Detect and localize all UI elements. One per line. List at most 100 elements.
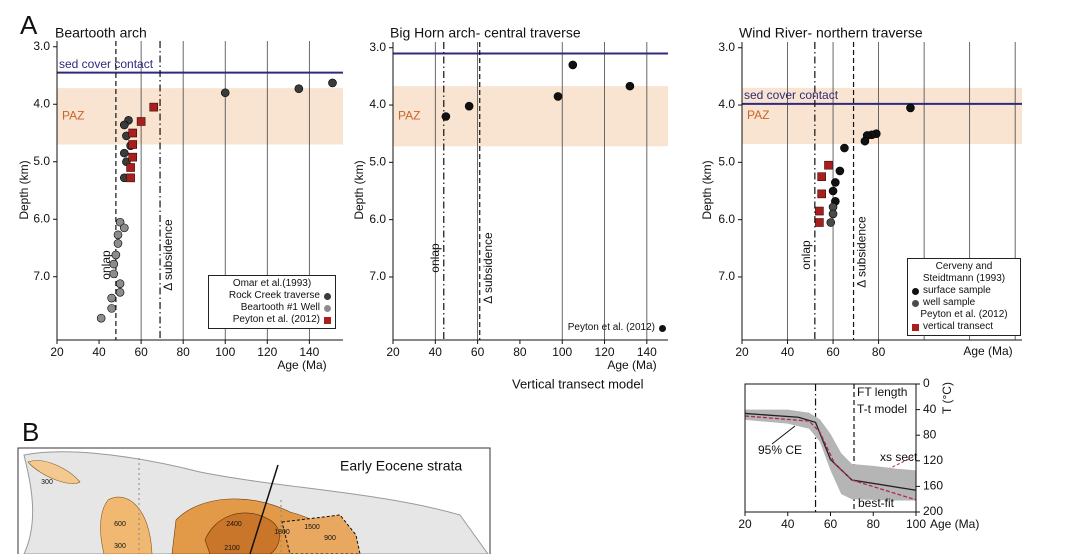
- y-tick-label: 200: [923, 504, 943, 518]
- y-tick-label: 4.0: [369, 97, 386, 111]
- legend-item: Rock Creek traverse: [213, 290, 331, 302]
- x-tick-label: 40: [92, 345, 106, 359]
- legend-marker: [912, 323, 919, 331]
- legend-label: Rock Creek traverse: [228, 290, 320, 301]
- contour-label: 900: [324, 535, 336, 542]
- y-tick-label: 3.0: [369, 40, 386, 54]
- xs-sect-pointer: [869, 455, 916, 479]
- x-tick-label: 60: [826, 345, 840, 359]
- y-tick-label: 120: [923, 453, 943, 467]
- data-point: [128, 152, 138, 162]
- data-point: [817, 189, 826, 199]
- y-tick-label: 80: [923, 427, 937, 441]
- contour-label: 300: [41, 479, 53, 486]
- band-label: PAZ: [747, 108, 769, 122]
- data-point: [128, 140, 138, 149]
- data-point: [109, 259, 119, 269]
- reference-label: onlap: [99, 250, 113, 280]
- strata: [204, 512, 280, 554]
- contour-label: 2100: [224, 545, 240, 552]
- data-point: [831, 178, 840, 187]
- y-tick-label: 5.0: [33, 154, 50, 168]
- data-point: [136, 117, 146, 126]
- legend-item: Peyton et al. (2012): [548, 322, 666, 334]
- data-point: [111, 250, 121, 260]
- data-point: [149, 102, 159, 112]
- data-point: [835, 166, 845, 176]
- y-tick-label: 5.0: [369, 155, 386, 169]
- x-tick-label: 60: [471, 345, 485, 359]
- contour-label: 2400: [226, 521, 242, 528]
- data-point: [828, 209, 838, 219]
- chart-title: Wind River- northern traverse: [739, 25, 923, 41]
- reference-label: onlap: [428, 243, 442, 273]
- legend-marker: [912, 287, 919, 295]
- contour-label: 300: [114, 543, 126, 550]
- reference-label: onlap: [799, 240, 813, 270]
- x-axis-label: Age (Ma): [963, 344, 1012, 358]
- cross-section: [249, 464, 279, 554]
- legend-marker: [324, 316, 331, 324]
- x-tick-label: 140: [299, 345, 319, 359]
- y-tick-label: 7.0: [369, 269, 386, 283]
- contour-label: 1500: [304, 524, 320, 531]
- data-point: [115, 287, 125, 297]
- annotation-arrow: [771, 425, 796, 445]
- data-point: [119, 223, 129, 233]
- band-label: PAZ: [398, 108, 420, 122]
- x-tick-label: 40: [429, 345, 443, 359]
- series-label: best-fit: [858, 496, 895, 510]
- x-axis-label: Age (Ma): [277, 358, 326, 372]
- data-point: [828, 186, 838, 196]
- y-axis-label: T (°C): [940, 382, 954, 414]
- reference-label: Δ subsidence: [161, 219, 175, 291]
- data-point: [128, 128, 138, 138]
- band: [393, 86, 668, 147]
- data-point: [815, 218, 824, 227]
- legend-heading: Omar et al.(1993): [232, 278, 312, 289]
- x-tick-label: 80: [513, 345, 527, 359]
- legend-heading: Peyton et al. (2012): [920, 309, 1008, 320]
- y-tick-label: 6.0: [33, 211, 50, 225]
- data-point: [817, 172, 826, 181]
- legend-label: surface sample: [923, 285, 991, 296]
- y-axis-label: Depth (km): [17, 160, 31, 219]
- x-tick-label: 60: [134, 345, 148, 359]
- legend-heading: Cerveny and Steidtmann (1993): [922, 261, 1006, 284]
- x-tick-label: 80: [867, 517, 881, 531]
- legend-label: well sample: [923, 297, 976, 308]
- data-point: [96, 313, 106, 323]
- legend-item: Beartooth #1 Well: [213, 302, 331, 314]
- y-tick-label: 7.0: [718, 269, 735, 283]
- data-point: [826, 218, 836, 227]
- legend: Peyton et al. (2012): [548, 322, 666, 334]
- legend-marker: [324, 304, 331, 312]
- legend: Omar et al.(1993) Rock Creek traverse Bear…: [208, 275, 336, 329]
- x-tick-label: 20: [735, 345, 749, 359]
- legend-item: Peyton et al. (2012): [213, 314, 331, 326]
- legend-label: Beartooth #1 Well: [240, 302, 320, 313]
- data-point: [126, 173, 135, 183]
- y-tick-label: 0: [923, 376, 930, 390]
- y-axis-label: Depth (km): [352, 160, 366, 219]
- note: Vertical transect model: [512, 376, 644, 391]
- x-tick-label: 80: [176, 345, 190, 359]
- legend-label: Peyton et al. (2012): [232, 314, 320, 325]
- chart-panel: PAZ sed cover contact onlap Δ subsidence 3.0…: [700, 25, 1022, 359]
- legend-marker: [912, 299, 919, 307]
- x-tick-label: 20: [738, 517, 752, 531]
- data-point: [294, 84, 304, 94]
- x-tick-label: 100: [906, 517, 926, 531]
- data-point: [328, 78, 337, 88]
- reference-label: sed cover contact: [744, 88, 839, 102]
- band: [742, 87, 1022, 145]
- chart-panel: PAZ onlap Δ subsidence 3.0 4.0 5.0 6.0 7.0 20 40 6…: [352, 25, 668, 391]
- data-point: [840, 143, 849, 153]
- legend-label: vertical transect: [923, 321, 994, 332]
- data-point: [113, 239, 123, 248]
- series-label: 95% CE: [758, 443, 802, 457]
- x-tick-label: 100: [215, 345, 235, 359]
- legend-item: vertical transect: [912, 321, 1016, 333]
